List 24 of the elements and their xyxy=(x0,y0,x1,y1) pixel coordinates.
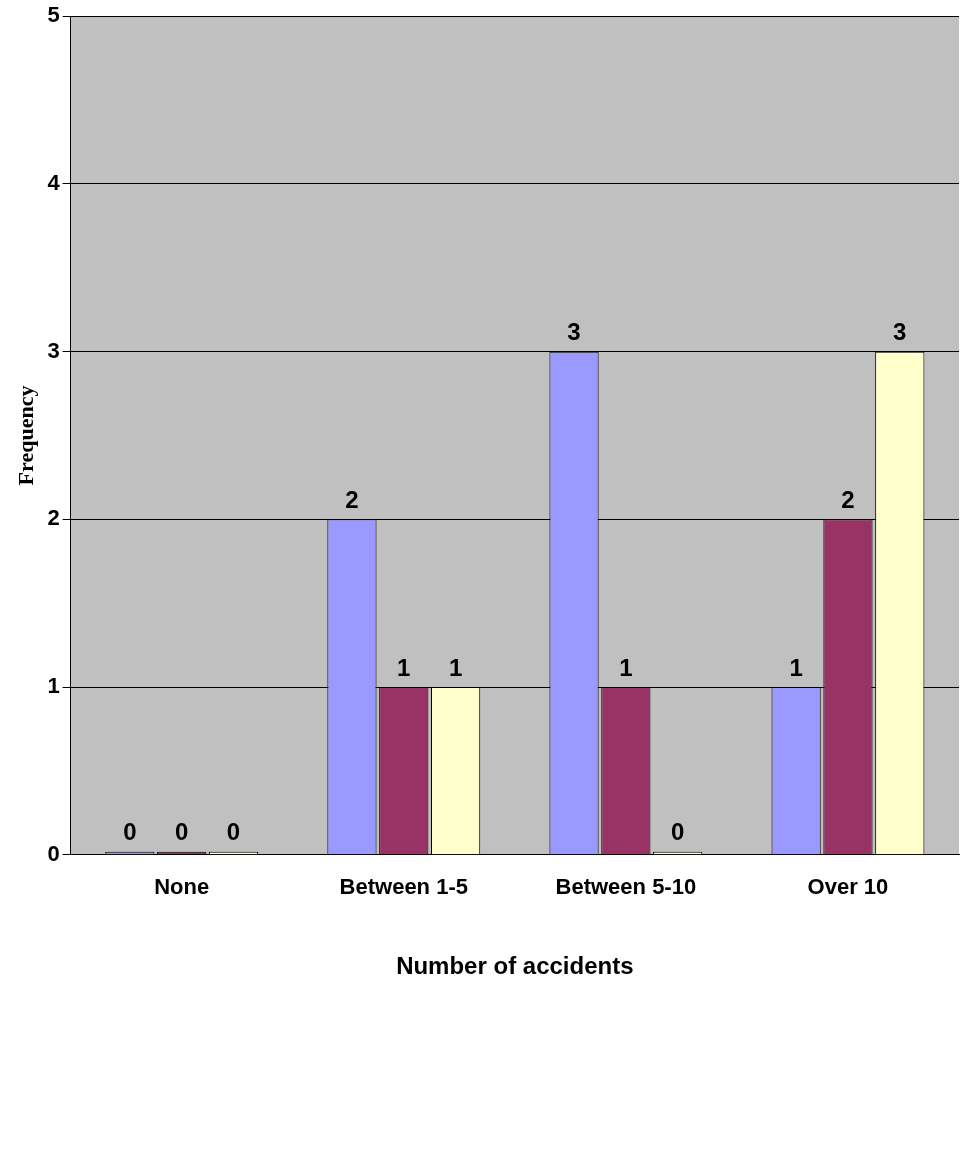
y-axis-title: Frequency xyxy=(12,385,38,486)
y-tick-label: 4 xyxy=(47,169,61,195)
data-label: 2 xyxy=(345,485,359,513)
y-tick-label: 5 xyxy=(47,2,60,28)
y-tick-label: 2 xyxy=(47,505,60,531)
data-label: 0 xyxy=(175,818,189,846)
data-label: 0 xyxy=(671,818,685,846)
data-label: 1 xyxy=(448,653,463,681)
y-tick-label: 0 xyxy=(47,840,60,866)
data-label: 3 xyxy=(893,318,907,346)
x-tick-label: None xyxy=(154,874,210,900)
data-label: 1 xyxy=(397,653,411,681)
x-tick-label: Over 10 xyxy=(807,874,889,900)
y-tick-label: 1 xyxy=(47,673,60,699)
data-label: 1 xyxy=(789,653,803,681)
x-tick-label: Between 1-5 xyxy=(339,874,468,900)
data-label: 3 xyxy=(567,318,581,346)
x-tick-label: Between 5-10 xyxy=(555,874,697,900)
data-label: 0 xyxy=(123,818,137,846)
x-axis-title: Number of accidents xyxy=(396,952,634,980)
data-label: 2 xyxy=(841,485,855,513)
data-label: 0 xyxy=(226,818,241,846)
data-label: 1 xyxy=(619,653,633,681)
y-tick-label: 3 xyxy=(47,337,60,363)
